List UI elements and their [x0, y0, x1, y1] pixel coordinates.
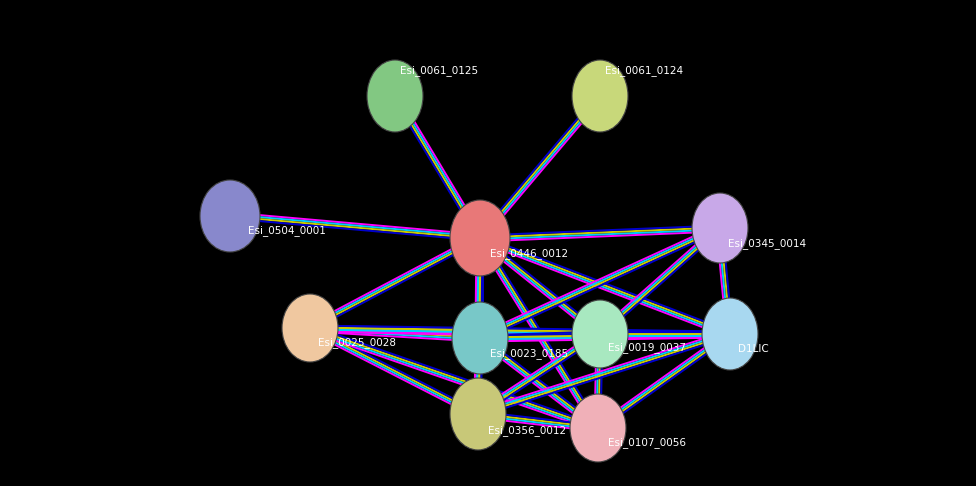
- Text: Esi_0025_0028: Esi_0025_0028: [318, 338, 396, 348]
- Text: Esi_0356_0012: Esi_0356_0012: [488, 426, 566, 436]
- Ellipse shape: [452, 302, 508, 374]
- Ellipse shape: [702, 298, 758, 370]
- Ellipse shape: [367, 60, 423, 132]
- Text: Esi_0061_0125: Esi_0061_0125: [400, 66, 478, 76]
- Text: Esi_0107_0056: Esi_0107_0056: [608, 437, 686, 449]
- Text: Esi_0345_0014: Esi_0345_0014: [728, 239, 806, 249]
- Text: Esi_0504_0001: Esi_0504_0001: [248, 226, 326, 237]
- Text: Esi_0019_0037: Esi_0019_0037: [608, 343, 686, 353]
- Ellipse shape: [450, 200, 510, 276]
- Text: Esi_0446_0012: Esi_0446_0012: [490, 248, 568, 260]
- Ellipse shape: [570, 394, 626, 462]
- Ellipse shape: [572, 300, 628, 368]
- Text: D1LIC: D1LIC: [738, 344, 769, 354]
- Ellipse shape: [200, 180, 260, 252]
- Ellipse shape: [450, 378, 506, 450]
- Text: Esi_0061_0124: Esi_0061_0124: [605, 66, 683, 76]
- Ellipse shape: [572, 60, 628, 132]
- Ellipse shape: [282, 294, 338, 362]
- Text: Esi_0023_0185: Esi_0023_0185: [490, 348, 568, 360]
- Ellipse shape: [692, 193, 748, 263]
